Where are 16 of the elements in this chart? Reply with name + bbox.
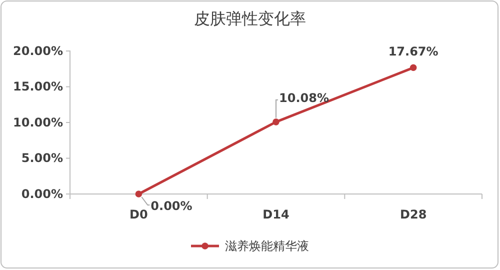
x-tick-label: D28	[400, 208, 427, 222]
data-label: 17.67%	[388, 44, 438, 59]
y-tick-label: 5.00%	[21, 151, 63, 166]
y-tick-label: 0.00%	[21, 186, 63, 201]
y-tick-label: 20.00%	[13, 44, 63, 58]
point	[410, 64, 417, 72]
y-tick-label: 15.00%	[13, 80, 63, 94]
x-tick-label: D14	[262, 208, 290, 222]
x-tick-label: D0	[130, 208, 148, 222]
legend-label: 滋养焕能精华液	[225, 239, 309, 253]
point	[272, 118, 280, 126]
chart-title: 皮肤弹性变化率	[194, 9, 306, 28]
data-label: 10.08%	[279, 90, 329, 105]
y-tick-label: 10.00%	[13, 115, 63, 130]
data-label: 0.00%	[150, 199, 192, 213]
point	[135, 190, 142, 198]
